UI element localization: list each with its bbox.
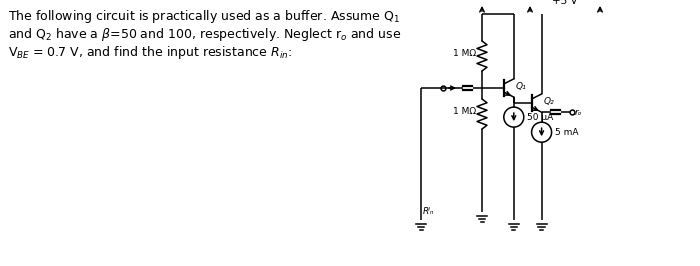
Text: Q₂: Q₂ [544, 97, 554, 106]
Text: 5 mA: 5 mA [554, 128, 578, 137]
Text: Q₁: Q₁ [516, 81, 526, 90]
Text: Rᴵₙ: Rᴵₙ [423, 207, 435, 217]
Text: rₒ: rₒ [575, 108, 582, 117]
Text: 1 MΩ: 1 MΩ [453, 107, 476, 117]
Text: +5 V: +5 V [552, 0, 578, 6]
Text: 50 μA: 50 μA [527, 113, 553, 122]
Text: V$_{BE}$ = 0.7 V, and find the input resistance $R_{in}$:: V$_{BE}$ = 0.7 V, and find the input res… [8, 44, 292, 61]
Text: 1 MΩ: 1 MΩ [453, 49, 476, 59]
Text: The following circuit is practically used as a buffer. Assume Q$_1$: The following circuit is practically use… [8, 8, 400, 25]
Text: and Q$_2$ have a $\beta$=50 and 100, respectively. Neglect r$_o$ and use: and Q$_2$ have a $\beta$=50 and 100, res… [8, 26, 401, 43]
